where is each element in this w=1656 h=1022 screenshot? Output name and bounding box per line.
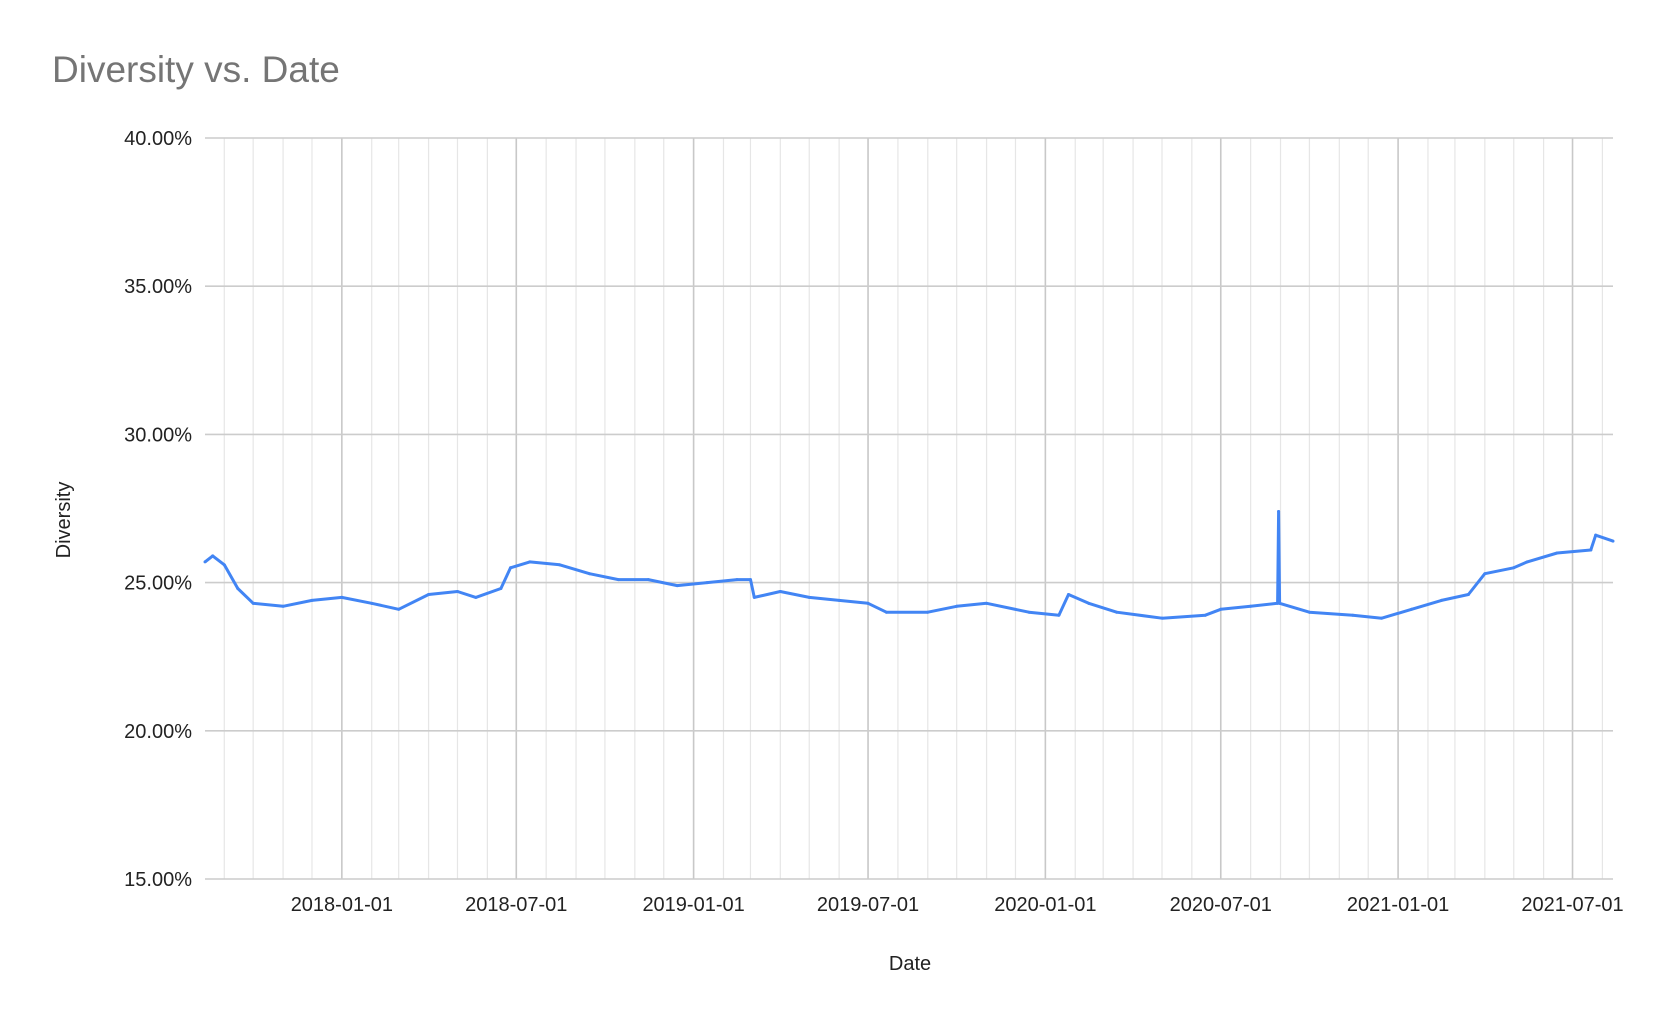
data-point bbox=[1278, 601, 1282, 605]
data-point bbox=[1203, 613, 1207, 617]
data-point bbox=[1594, 533, 1598, 537]
x-tick-label: 2019-01-01 bbox=[642, 894, 744, 916]
data-point bbox=[474, 595, 478, 599]
x-tick-label: 2018-07-01 bbox=[465, 894, 567, 916]
gridlines bbox=[205, 137, 1613, 880]
data-point bbox=[1611, 539, 1615, 543]
series-diversity bbox=[203, 509, 1615, 620]
data-point bbox=[1512, 566, 1516, 570]
x-axis-ticks: 2018-01-01 2018-07-01 2019-01-01 2019-07-01… bbox=[291, 894, 1624, 916]
data-point bbox=[1307, 610, 1311, 614]
data-point bbox=[203, 560, 207, 564]
x-tick-label: 2018-01-01 bbox=[291, 894, 393, 916]
y-tick-label: 25.00% bbox=[124, 573, 192, 595]
data-point bbox=[1115, 610, 1119, 614]
x-axis-title: Date bbox=[889, 953, 931, 975]
data-point bbox=[1160, 616, 1164, 620]
data-point bbox=[705, 581, 709, 585]
data-point bbox=[588, 572, 592, 576]
data-point bbox=[427, 592, 431, 596]
chart-title: Diversity vs. Date bbox=[52, 49, 340, 90]
data-point bbox=[281, 604, 285, 608]
data-point bbox=[748, 578, 752, 582]
data-point bbox=[499, 587, 503, 591]
data-point bbox=[222, 563, 226, 567]
data-point bbox=[646, 578, 650, 582]
data-point bbox=[455, 589, 459, 593]
data-point bbox=[1057, 613, 1061, 617]
data-point bbox=[236, 587, 240, 591]
y-tick-label: 30.00% bbox=[124, 424, 192, 446]
data-point bbox=[558, 563, 562, 567]
data-point bbox=[1066, 592, 1070, 596]
x-tick-label: 2020-01-01 bbox=[994, 894, 1096, 916]
data-point bbox=[340, 595, 344, 599]
data-point bbox=[1483, 572, 1487, 576]
data-point bbox=[370, 601, 374, 605]
data-point bbox=[1410, 607, 1414, 611]
y-tick-label: 15.00% bbox=[124, 869, 192, 891]
data-point bbox=[955, 604, 959, 608]
data-point bbox=[778, 589, 782, 593]
data-point bbox=[1277, 509, 1281, 513]
data-point bbox=[866, 601, 870, 605]
data-point bbox=[1351, 613, 1355, 617]
y-axis-title: Diversity bbox=[53, 482, 75, 559]
data-point bbox=[1439, 598, 1443, 602]
data-point bbox=[397, 607, 401, 611]
x-tick-label: 2019-07-01 bbox=[817, 894, 919, 916]
x-tick-label: 2021-01-01 bbox=[1347, 894, 1449, 916]
data-point bbox=[675, 584, 679, 588]
data-point bbox=[211, 554, 215, 558]
data-point bbox=[528, 560, 532, 564]
data-point bbox=[926, 610, 930, 614]
data-point bbox=[509, 566, 513, 570]
data-point bbox=[985, 601, 989, 605]
data-point bbox=[310, 598, 314, 602]
data-point bbox=[1525, 560, 1529, 564]
x-tick-label: 2020-07-01 bbox=[1170, 894, 1272, 916]
data-point bbox=[1380, 616, 1384, 620]
data-point bbox=[837, 598, 841, 602]
data-point bbox=[807, 595, 811, 599]
data-point bbox=[1249, 604, 1253, 608]
data-point bbox=[735, 578, 739, 582]
y-tick-label: 35.00% bbox=[124, 276, 192, 298]
series-line bbox=[204, 510, 1614, 620]
data-point bbox=[1589, 548, 1593, 552]
y-tick-label: 40.00% bbox=[124, 128, 192, 150]
data-point bbox=[1027, 610, 1031, 614]
data-point bbox=[1219, 607, 1223, 611]
data-point bbox=[752, 595, 756, 599]
data-point bbox=[1087, 601, 1091, 605]
y-axis-ticks: 15.00% 20.00% 25.00% 30.00% 35.00% 40.00% bbox=[124, 128, 192, 891]
data-point bbox=[1555, 551, 1559, 555]
data-point bbox=[1466, 592, 1470, 596]
data-point bbox=[251, 601, 255, 605]
data-point bbox=[616, 578, 620, 582]
x-tick-label: 2021-07-01 bbox=[1521, 894, 1623, 916]
y-tick-label: 20.00% bbox=[124, 721, 192, 743]
data-point bbox=[884, 610, 888, 614]
